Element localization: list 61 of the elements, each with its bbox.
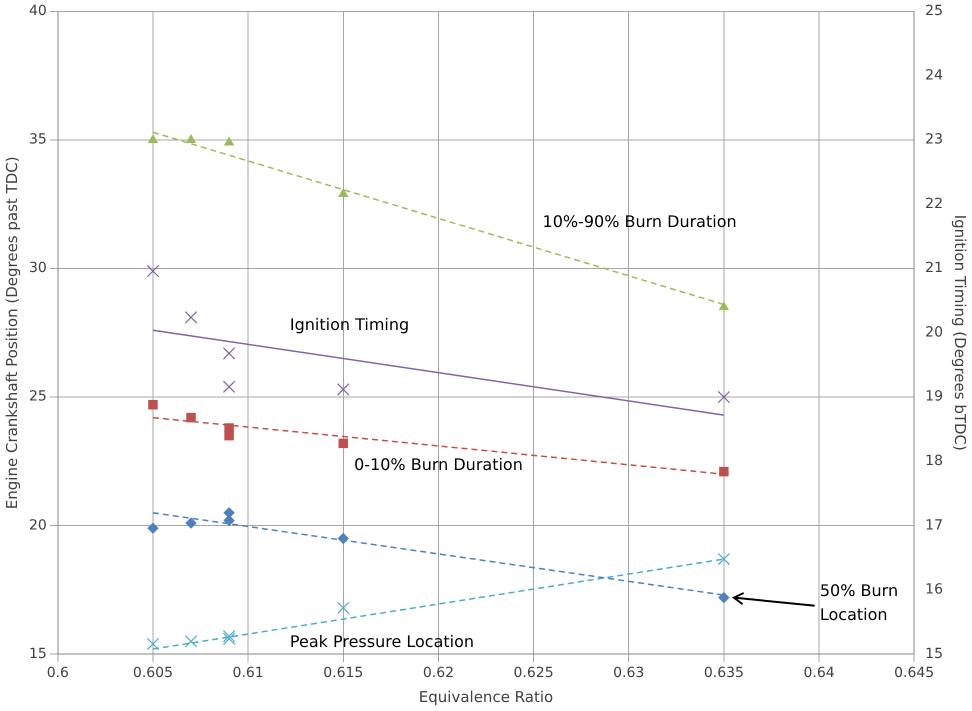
x-tick-label: 0.63 [613, 665, 644, 682]
point [224, 137, 234, 146]
series-label: 10%-90% Burn Duration [542, 212, 737, 231]
point [222, 630, 236, 642]
y2-tick-label: 25 [925, 3, 944, 20]
point [146, 264, 160, 278]
x-tick-label: 0.605 [132, 665, 174, 682]
y2-tick-label: 17 [925, 517, 944, 534]
x-tick-label: 0.625 [514, 665, 554, 682]
y2-tick-label: 18 [925, 453, 944, 469]
y2-tick-label: 22 [925, 196, 944, 212]
y2-tick-label: 20 [925, 324, 944, 340]
x-tick-label: 0.635 [704, 665, 744, 682]
x-tick-label: 0.62 [422, 665, 454, 682]
point [338, 438, 348, 448]
y2-tick-label: 21 [925, 260, 944, 276]
y2-tick-label: 19 [925, 388, 944, 405]
y-tick-label: 40 [28, 3, 47, 20]
x-tick-label: 0.61 [232, 665, 264, 682]
series-label: Ignition Timing [290, 314, 410, 334]
point [148, 400, 158, 410]
point [337, 383, 350, 396]
point [222, 632, 236, 646]
point [186, 518, 197, 529]
point [146, 638, 160, 650]
y2-axis-title: Ignition Timing (Degrees bTDC) [951, 214, 970, 451]
point [719, 466, 729, 476]
x-axis-title: Equivalence Ratio [418, 688, 554, 706]
series-label: Peak Pressure Location [290, 632, 474, 652]
point [338, 532, 349, 544]
point [719, 302, 729, 310]
point [718, 390, 730, 404]
point [718, 592, 730, 604]
point [186, 412, 196, 422]
point [186, 134, 196, 143]
y2-tick-label: 15 [925, 646, 944, 662]
y-axis-title: Engine Crankshaft Position (Degrees past TDC) [2, 156, 21, 510]
x-tick-label: 0.6 [46, 665, 70, 682]
y-tick-label: 35 [28, 132, 47, 148]
y-tick-label: 15 [28, 646, 47, 662]
point [184, 311, 198, 324]
y-tick-label: 30 [28, 260, 47, 276]
point [184, 635, 198, 648]
text: 50% Burn Location [820, 580, 898, 624]
point [338, 188, 348, 197]
point [148, 134, 158, 143]
point [147, 522, 158, 534]
point [224, 430, 234, 440]
point [337, 602, 350, 614]
y2-tick-label: 16 [925, 582, 944, 598]
y-tick-label: 20 [28, 517, 47, 534]
x-tick-label: 0.615 [323, 665, 364, 682]
point [718, 552, 730, 566]
x-tick-label: 0.64 [803, 665, 835, 682]
y2-tick-label: 23 [925, 132, 944, 148]
x-tick-label: 0.645 [894, 665, 934, 682]
y-tick-label: 25 [28, 388, 47, 405]
y2-tick-label: 24 [925, 67, 944, 84]
point [222, 347, 236, 360]
series-label: 0-10% Burn Duration [354, 454, 523, 474]
point [222, 380, 236, 394]
